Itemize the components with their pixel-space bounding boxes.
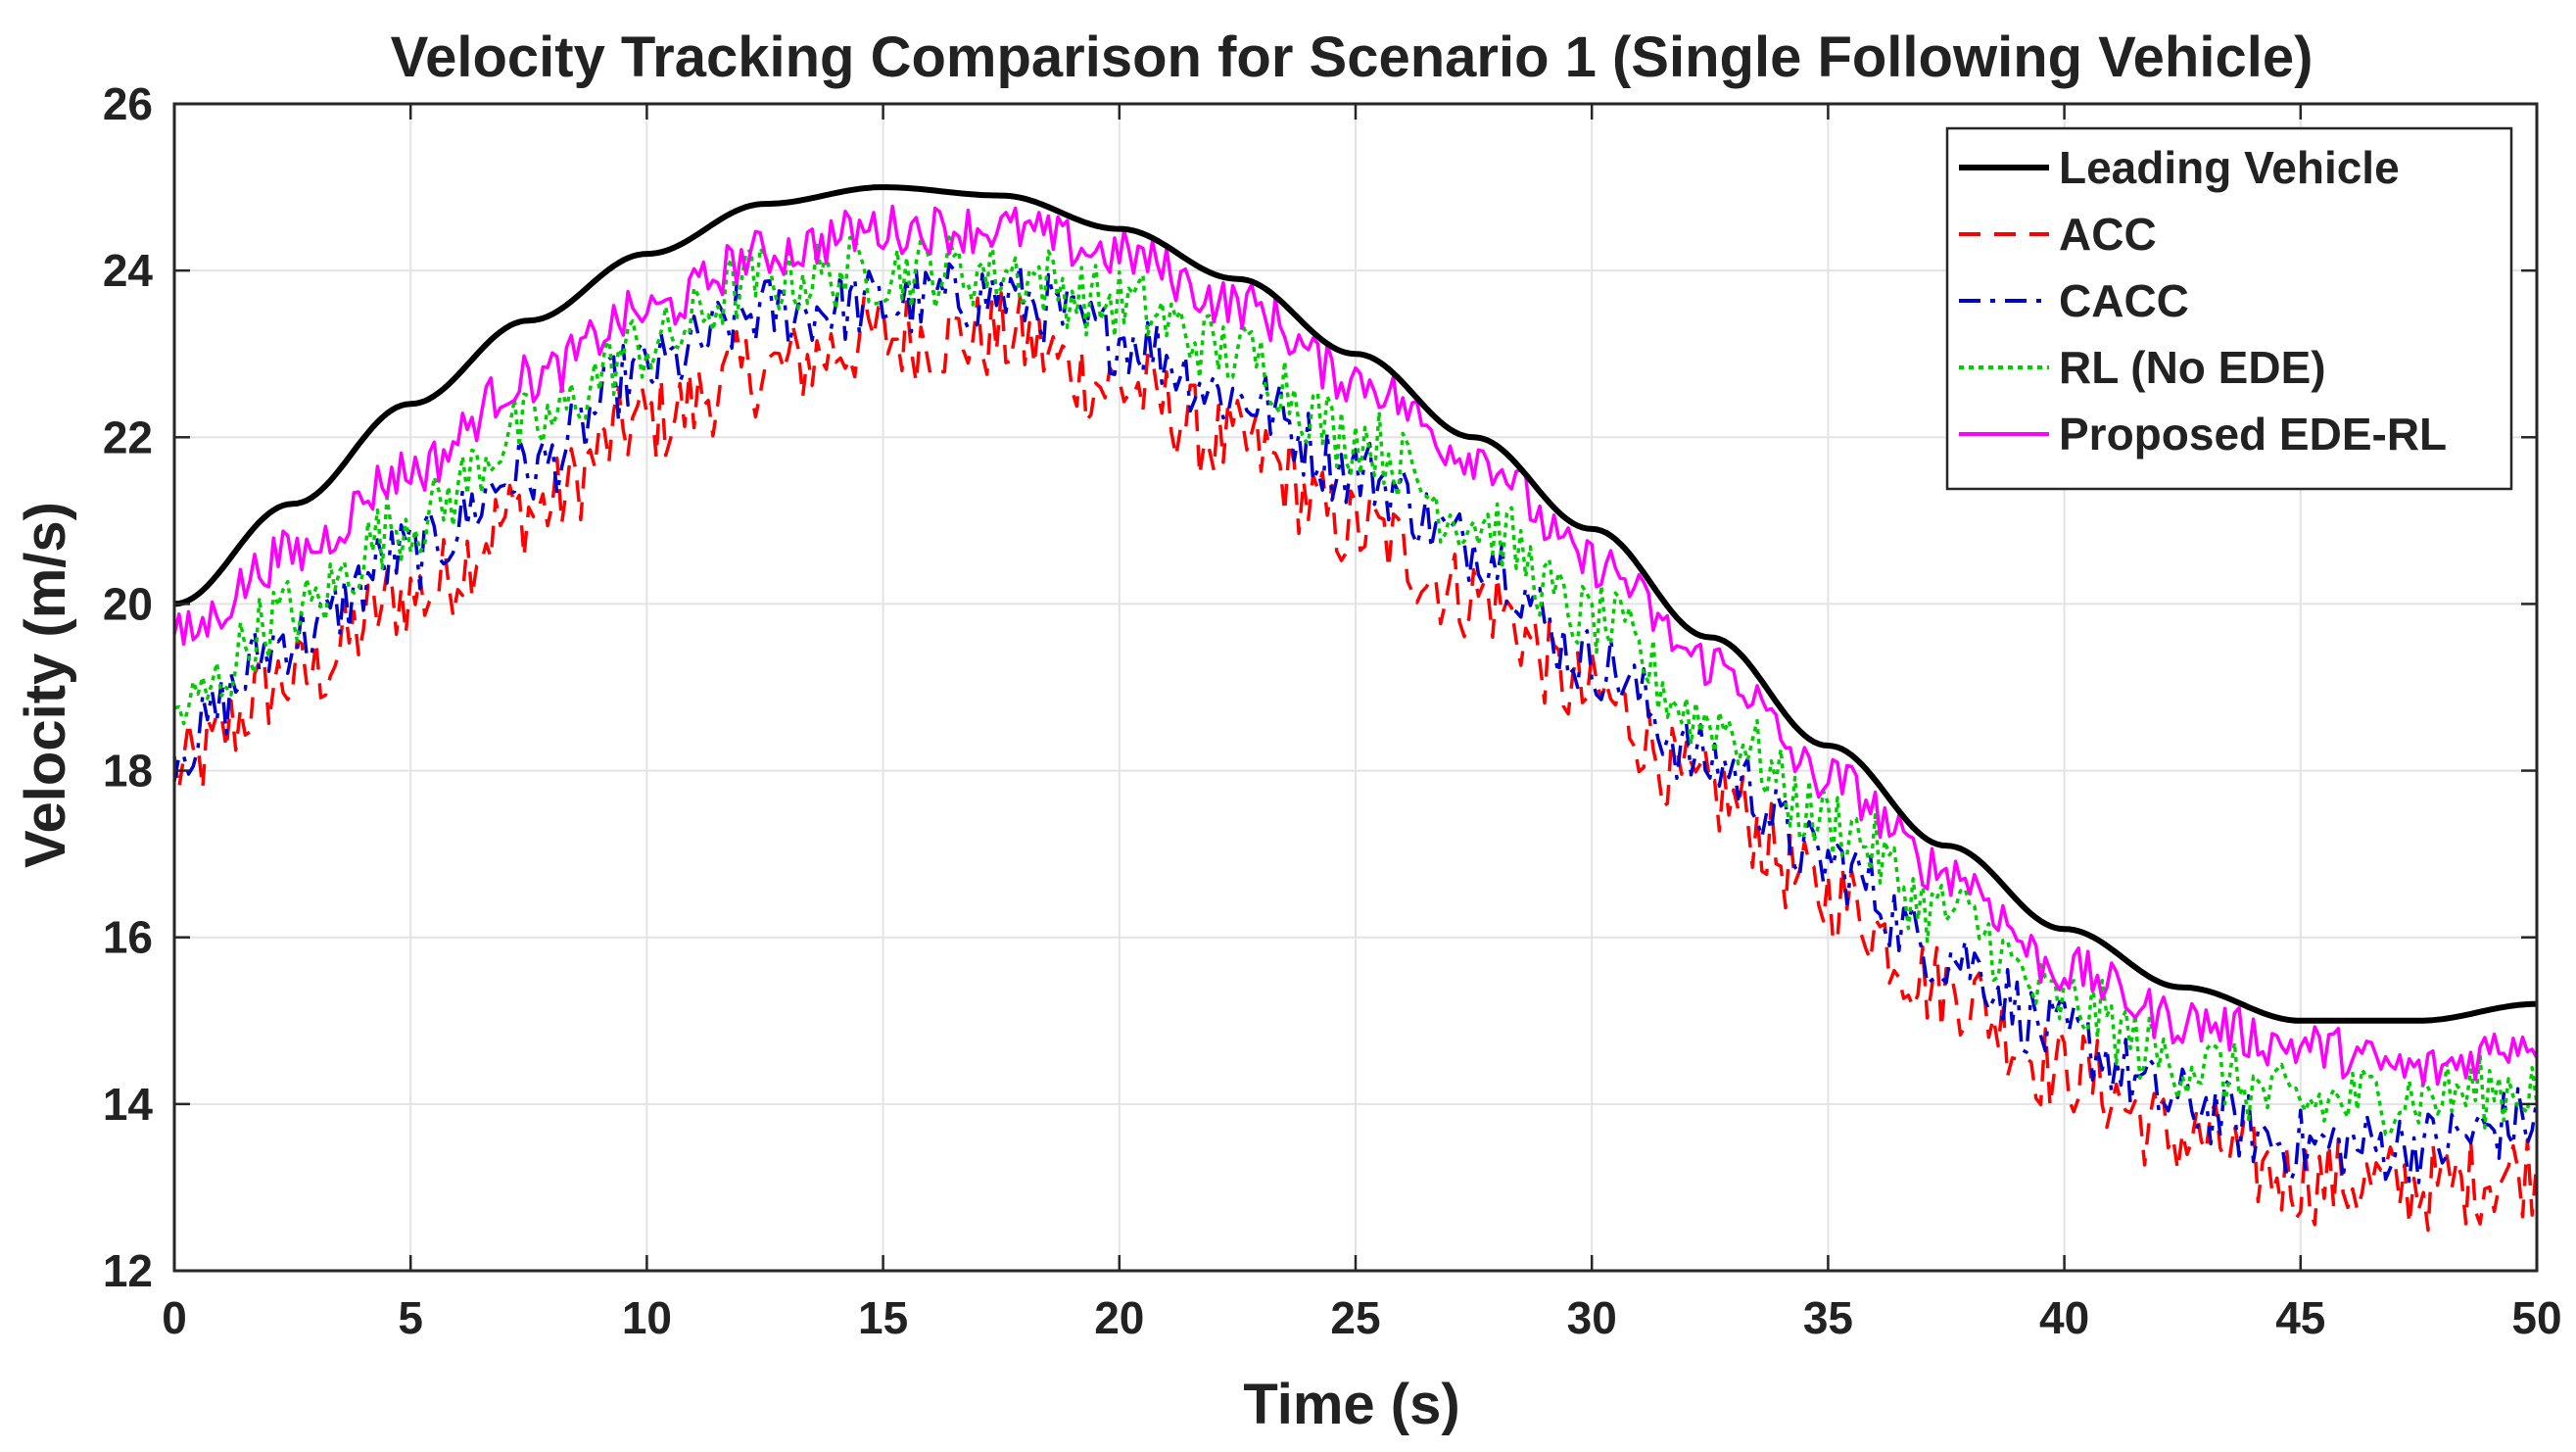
series-group: [172, 184, 2539, 1233]
y-axis-label: Velocity (m/s): [14, 502, 77, 868]
chart-title: Velocity Tracking Comparison for Scenari…: [391, 25, 2314, 89]
x-tick-label: 50: [2511, 1292, 2561, 1343]
series-line-cacc: [172, 262, 2539, 1185]
series-line-proposed-ede-rl: [172, 204, 2539, 1087]
y-tick-label: 22: [103, 411, 153, 462]
y-tick-label: 16: [103, 912, 153, 963]
x-tick-label: 35: [1803, 1292, 1853, 1343]
x-tick-label: 0: [162, 1292, 187, 1343]
y-tick-label: 20: [103, 578, 153, 629]
legend-box: [1945, 126, 2513, 491]
x-tick-label: 25: [1330, 1292, 1380, 1343]
series-line-leading-vehicle: [173, 184, 2537, 1024]
y-tick-label: 12: [103, 1245, 153, 1296]
legend-label: CACC: [2059, 275, 2189, 326]
x-tick-label: 40: [2039, 1292, 2089, 1343]
ticks: 0 5 10 15 20 25 30 35 40 45 50 12 14 16 18 20 22 24 26: [103, 78, 2562, 1343]
x-tick-label: 20: [1094, 1292, 1144, 1343]
x-tick-label: 5: [398, 1292, 423, 1343]
x-tick-label: 45: [2275, 1292, 2325, 1343]
x-tick-label: 10: [622, 1292, 672, 1343]
x-axis-label: Time (s): [1243, 1373, 1459, 1436]
legend-label: Proposed EDE-RL: [2059, 409, 2447, 460]
legend-label: Leading Vehicle: [2059, 142, 2400, 193]
legend-label: RL (No EDE): [2059, 342, 2326, 393]
y-tick-label: 14: [103, 1079, 154, 1130]
series-line-rl-no-ede: [173, 235, 2539, 1137]
y-tick-label: 24: [103, 245, 154, 296]
x-tick-label: 15: [858, 1292, 908, 1343]
y-tick-label: 18: [103, 746, 153, 797]
x-tick-label: 30: [1567, 1292, 1617, 1343]
series-line-acc: [172, 291, 2539, 1233]
y-tick-label: 26: [103, 78, 153, 129]
legend-label: ACC: [2059, 209, 2157, 260]
legend: Leading Vehicle ACC CACC RL (No EDE) Propose…: [1945, 126, 2513, 491]
